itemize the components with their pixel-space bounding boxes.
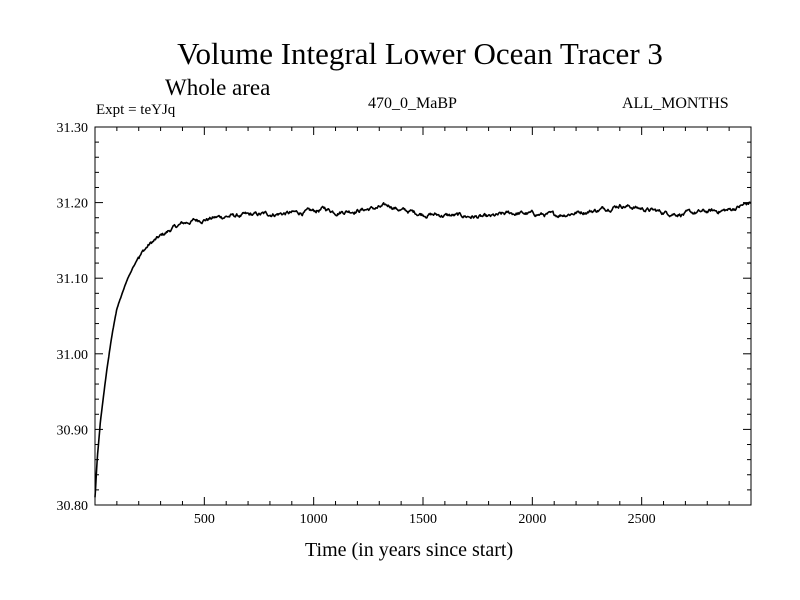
run-label: 470_0_MaBP [368, 95, 457, 112]
x-tick-label: 2000 [518, 512, 546, 527]
y-tick-label: 31.20 [57, 197, 89, 212]
y-tick-label: 31.10 [57, 272, 89, 287]
series-group [94, 201, 752, 498]
axis-ticks [95, 127, 751, 505]
x-axis-label: Time (in years since start) [305, 539, 514, 561]
y-tick-label: 30.90 [57, 423, 89, 438]
x-tick-label: 1500 [409, 512, 437, 527]
chart-title: Volume Integral Lower Ocean Tracer 3 [177, 36, 663, 71]
series-line [94, 201, 752, 498]
y-tick-label: 31.00 [57, 348, 89, 363]
x-tick-label: 500 [194, 512, 215, 527]
experiment-label: Expt = teYJq [96, 102, 176, 118]
y-tick-label: 31.30 [57, 121, 89, 136]
x-tick-label: 2500 [628, 512, 656, 527]
axis-tick-labels: 500 1000 1500 2000 2500 30.80 30.90 31.00 31.10 3… [57, 121, 656, 527]
months-label: ALL_MONTHS [622, 95, 729, 112]
x-tick-label: 1000 [300, 512, 328, 527]
y-tick-label: 30.80 [57, 499, 89, 514]
chart-subtitle: Whole area [165, 75, 271, 100]
plot-frame [94, 126, 752, 506]
